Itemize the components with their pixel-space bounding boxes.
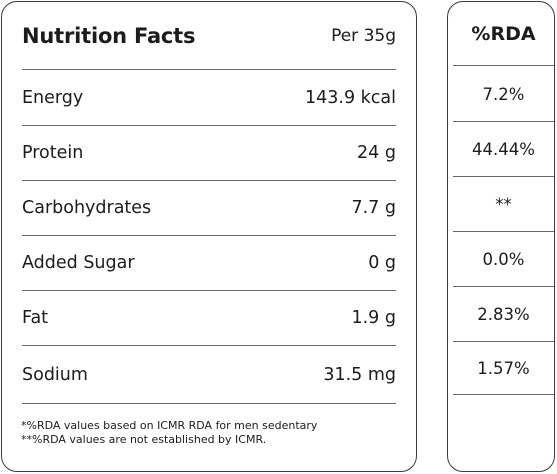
serving-size: Per 35g [331,25,396,46]
nutrient-value: 1.9 g [351,308,396,328]
nutrient-value: 24 g [357,143,396,163]
rda-value-energy: 7.2% [453,67,554,122]
nutrition-facts-panel: Nutrition Facts Per 35g Energy 143.9 kca… [1,1,417,472]
nutrient-label: Carbohydrates [22,198,152,218]
nutrient-label: Added Sugar [22,253,135,273]
facts-header: Nutrition Facts Per 35g [22,2,396,70]
rda-value-added-sugar: 0.0% [453,232,554,287]
rda-value-protein: 44.44% [453,122,554,177]
nutrient-value: 7.7 g [351,198,396,218]
rda-value-fat: 2.83% [453,287,554,342]
nutrient-label: Energy [22,88,84,108]
nutrient-value: 0 g [368,253,396,273]
nutrient-value: 143.9 kcal [304,88,396,108]
nutrient-row-fat: Fat 1.9 g [22,291,396,346]
nutrient-label: Protein [22,143,84,163]
rda-panel: %RDA 7.2% 44.44% ** 0.0% 2.83% 1.57% [447,1,555,472]
nutrient-label: Fat [22,308,49,328]
rda-value-carbohydrates: ** [453,177,554,232]
nutrient-label: Sodium [22,364,88,385]
rda-header: %RDA [453,2,554,66]
facts-title: Nutrition Facts [22,23,196,48]
footnote-rda-not-established: **%RDA values are not established by ICM… [21,433,267,446]
nutrient-row-added-sugar: Added Sugar 0 g [22,236,396,291]
nutrient-row-carbohydrates: Carbohydrates 7.7 g [22,181,396,236]
nutrient-row-protein: Protein 24 g [22,126,396,181]
nutrient-row-energy: Energy 143.9 kcal [22,71,396,126]
rda-value-sodium: 1.57% [453,342,554,395]
footnote-rda-basis: *%RDA values based on ICMR RDA for men s… [21,419,318,432]
nutrient-row-sodium: Sodium 31.5 mg [22,346,396,404]
footnotes: *%RDA values based on ICMR RDA for men s… [21,419,406,447]
nutrient-value: 31.5 mg [323,364,396,385]
